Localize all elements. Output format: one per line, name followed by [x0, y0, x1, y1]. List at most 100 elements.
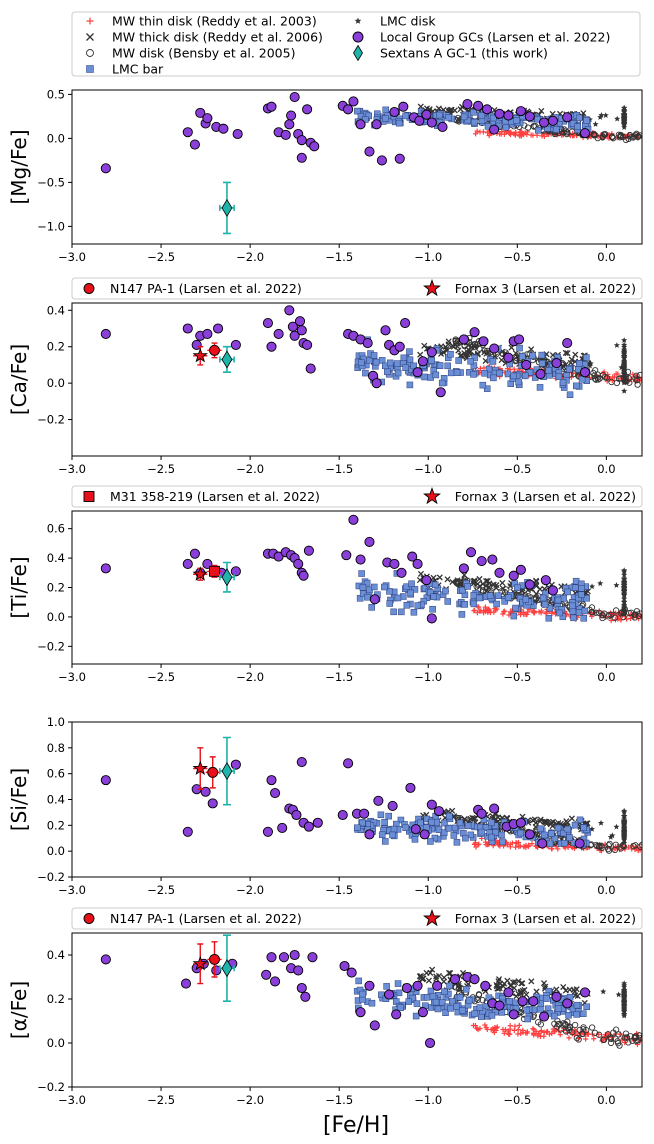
lmc-disk-point — [602, 112, 609, 118]
lmc-bar-point — [427, 987, 435, 995]
axes-frame — [71, 721, 643, 878]
lmc-disk-point — [621, 567, 628, 573]
gc-point — [182, 826, 193, 837]
thin-disk-point — [550, 1026, 556, 1032]
thick-disk-point — [564, 350, 571, 357]
lmc-bar-point — [489, 358, 497, 365]
thin-disk-point — [480, 610, 487, 616]
plot-area — [100, 91, 642, 235]
gc-point — [514, 334, 525, 345]
thick-disk-point — [449, 578, 456, 585]
lmc-disk-point — [621, 1006, 628, 1013]
lmc-bar-point — [390, 825, 398, 833]
lmc-bar-point — [471, 1010, 478, 1018]
lmc-bar-point — [565, 1011, 572, 1019]
gc-point — [424, 1037, 436, 1049]
lmc-disk-point — [613, 582, 620, 588]
thin-disk-point — [530, 608, 536, 614]
x-tick-label: −3.0 — [58, 670, 86, 684]
gc-point — [535, 368, 546, 380]
legend-marker-5 — [352, 31, 364, 43]
thin-disk-point — [591, 1036, 597, 1042]
thin-disk-point — [480, 129, 486, 135]
bensby-point — [575, 1036, 582, 1043]
bensby-point — [599, 614, 606, 622]
lmc-disk-point — [592, 121, 599, 127]
bensby-point — [479, 997, 486, 1004]
special-errorcap — [197, 346, 204, 366]
gc-point — [369, 1020, 380, 1031]
thick-disk-point — [465, 981, 472, 988]
bensby-point — [590, 369, 597, 377]
x-tick-label: −2.5 — [147, 670, 175, 684]
lmc-bar-point — [386, 588, 393, 595]
lmc-bar-point — [488, 819, 495, 826]
gc-point — [266, 775, 277, 786]
lmc-disk-point — [621, 996, 628, 1003]
lmc-bar-point — [461, 601, 469, 608]
lmc-disk-point — [621, 353, 628, 360]
lmc-bar-point — [359, 584, 367, 591]
lmc-bar-point — [541, 601, 549, 608]
thin-disk-point — [515, 1031, 521, 1037]
lmc-bar-point — [550, 1012, 558, 1020]
bensby-point — [588, 1024, 596, 1031]
gc-point — [100, 954, 111, 965]
gc-point — [303, 821, 314, 832]
special-point-circle — [207, 766, 219, 778]
x-tick-label: 0.0 — [597, 670, 615, 684]
gc-point — [387, 800, 398, 812]
lmc-bar-point — [355, 977, 362, 985]
thick-disk-point — [562, 349, 569, 356]
lmc-bar-point — [476, 594, 483, 602]
lmc-bar-point — [523, 1006, 530, 1014]
sub-legend-marker — [83, 283, 95, 294]
special-errorcap — [209, 756, 216, 789]
gc-point — [508, 1009, 519, 1020]
gc-point — [355, 119, 366, 130]
gc-point — [426, 347, 437, 358]
thick-disk-point — [423, 969, 430, 976]
x-tick-label: 0.0 — [597, 462, 615, 476]
lmc-bar-point — [397, 816, 405, 824]
thin-disk-point — [529, 841, 535, 847]
thick-disk-point — [457, 106, 464, 113]
lmc-bar-point — [564, 588, 571, 596]
lmc-bar-point — [414, 602, 422, 609]
y-tick-label: 0.2 — [47, 992, 65, 1006]
thick-disk-point — [476, 575, 483, 583]
lmc-bar-point — [450, 832, 458, 839]
thick-disk-point — [447, 970, 454, 977]
lmc-bar-point — [566, 834, 573, 841]
gc-point — [284, 119, 295, 130]
sextans-errorcap — [219, 345, 235, 374]
gc-point — [364, 980, 375, 991]
gc-point — [508, 570, 519, 581]
x-tick-label: −0.5 — [503, 883, 531, 897]
lmc-disk-point — [621, 991, 628, 997]
plot-area — [100, 934, 642, 1049]
thin-disk-point — [543, 609, 550, 615]
bensby-point — [575, 372, 582, 379]
y-axis-label: [α/Fe] — [7, 981, 31, 1039]
lmc-bar-point — [428, 357, 435, 364]
thin-disk-point — [541, 133, 547, 140]
sub-legend-label: Fornax 3 (Larsen et al. 2022) — [455, 489, 636, 504]
gc-point — [432, 980, 443, 991]
bensby-point — [631, 1033, 639, 1040]
legend-label-6: Sextans A GC-1 (this work) — [380, 46, 548, 61]
legend-frame — [71, 11, 641, 77]
sub-legend-marker — [83, 491, 95, 502]
lmc-bar-point — [537, 825, 544, 832]
thin-disk-point — [518, 612, 524, 618]
gc-point — [266, 101, 277, 112]
thick-disk-point — [512, 350, 519, 357]
bensby-point — [631, 614, 638, 621]
x-tick-label: −1.5 — [325, 462, 353, 476]
lmc-bar-point — [393, 360, 401, 367]
gc-point — [494, 108, 505, 119]
thin-disk-point — [516, 132, 522, 138]
y-axis-label: [Ca/Fe] — [7, 344, 31, 415]
lmc-disk-point — [621, 379, 628, 386]
lmc-bar-point — [464, 822, 472, 830]
